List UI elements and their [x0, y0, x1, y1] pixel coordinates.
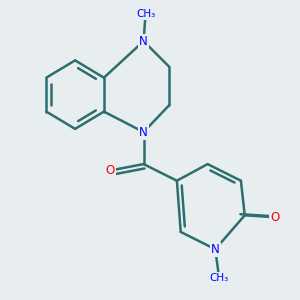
- Text: CH₃: CH₃: [136, 9, 155, 19]
- Text: CH₃: CH₃: [209, 273, 229, 283]
- Text: O: O: [270, 211, 279, 224]
- Text: N: N: [139, 126, 148, 139]
- Text: N: N: [211, 243, 220, 256]
- Text: N: N: [139, 35, 148, 48]
- Text: O: O: [106, 164, 115, 177]
